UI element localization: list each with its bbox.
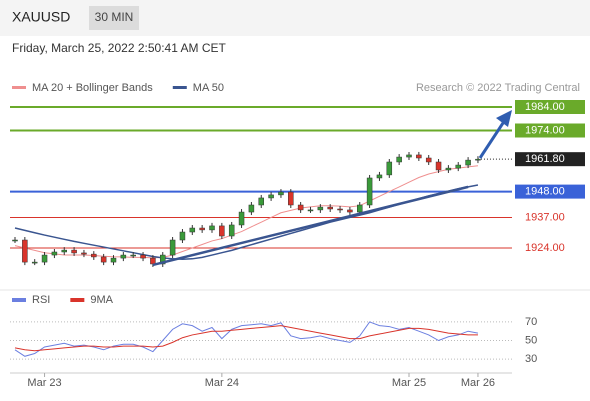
candle — [376, 174, 383, 179]
y-tick-label: 70 — [525, 316, 537, 328]
rsi-panel: RSI 9MA 70 50 30 Mar 23 Mar 24 Mar 25 Mar 26 — [10, 294, 537, 389]
candle — [169, 239, 176, 256]
candle — [100, 256, 107, 263]
candle — [238, 211, 245, 226]
legend-swatch — [12, 298, 26, 302]
candle — [307, 209, 314, 212]
candle — [455, 164, 461, 169]
candle — [219, 225, 225, 237]
candle — [160, 254, 166, 265]
candle — [475, 158, 481, 161]
candle — [347, 209, 353, 213]
x-tick-label: Mar 23 — [27, 377, 61, 389]
level-label: 1984.00 — [525, 101, 565, 113]
candle — [61, 249, 67, 253]
candle — [425, 157, 432, 163]
candle — [179, 231, 186, 241]
rsi-line — [14, 321, 479, 357]
level-label: 1924.00 — [525, 242, 565, 254]
candle — [209, 225, 215, 231]
y-tick-label: 30 — [525, 353, 537, 365]
candle — [150, 257, 156, 265]
candle — [41, 254, 48, 263]
candle — [435, 161, 442, 171]
candle — [465, 159, 471, 166]
candle — [140, 254, 146, 259]
level-box — [515, 152, 585, 167]
candle — [71, 249, 77, 254]
legend-label: RSI — [32, 294, 50, 306]
legend-label: MA 20 + Bollinger Bands — [32, 82, 153, 94]
candle — [337, 208, 343, 211]
candle — [445, 167, 452, 171]
legend-label: 9MA — [90, 294, 113, 306]
arrow-head — [496, 110, 512, 127]
candle — [416, 154, 422, 159]
candle — [228, 224, 235, 237]
candle — [366, 177, 373, 206]
x-tick-label: Mar 24 — [205, 377, 239, 389]
level-label: 1974.00 — [525, 124, 565, 136]
level-box — [515, 100, 585, 114]
candle — [406, 154, 412, 158]
candle — [199, 227, 205, 231]
legend-swatch — [12, 86, 26, 89]
candle — [357, 204, 363, 213]
candle — [258, 197, 264, 206]
candle — [248, 204, 255, 213]
projection-arrow — [478, 119, 507, 159]
trendline — [152, 185, 469, 267]
candle — [81, 252, 87, 255]
price-panel: MA 20 + Bollinger Bands MA 50 Research © 2… — [10, 82, 585, 267]
level-label: 1937.00 — [525, 211, 565, 223]
level-label: 1948.00 — [525, 186, 565, 198]
candle — [22, 239, 28, 263]
legend-swatch — [172, 86, 187, 89]
candle — [396, 156, 402, 163]
candle — [12, 239, 18, 242]
candle — [130, 254, 136, 257]
candle — [120, 254, 127, 259]
candle — [317, 206, 324, 211]
candle — [288, 191, 294, 206]
candle — [386, 161, 393, 176]
level-label: 1961.80 — [525, 153, 565, 165]
level-box — [515, 123, 585, 138]
candle — [31, 261, 38, 264]
x-tick-label: Mar 25 — [392, 377, 426, 389]
y-tick-label: 50 — [525, 334, 537, 346]
candle — [297, 204, 304, 211]
rsi-line — [14, 325, 478, 352]
candle — [278, 191, 284, 196]
candle — [110, 257, 117, 263]
legend-label: MA 50 — [193, 82, 224, 94]
credit: Research © 2022 Trading Central — [416, 82, 580, 94]
level-box — [515, 184, 585, 199]
interval-tab[interactable] — [89, 6, 139, 30]
candle — [91, 253, 97, 258]
interval[interactable]: 30 MIN — [95, 10, 134, 24]
x-tick-label: Mar 26 — [461, 377, 495, 389]
timestamp: Friday, March 25, 2022 2:50:41 AM CET — [12, 41, 227, 55]
symbol: XAUUSD — [12, 9, 70, 25]
candle — [189, 227, 196, 233]
candle — [51, 251, 58, 256]
candle — [268, 194, 274, 199]
legend-swatch — [70, 298, 85, 302]
candle — [327, 206, 333, 210]
